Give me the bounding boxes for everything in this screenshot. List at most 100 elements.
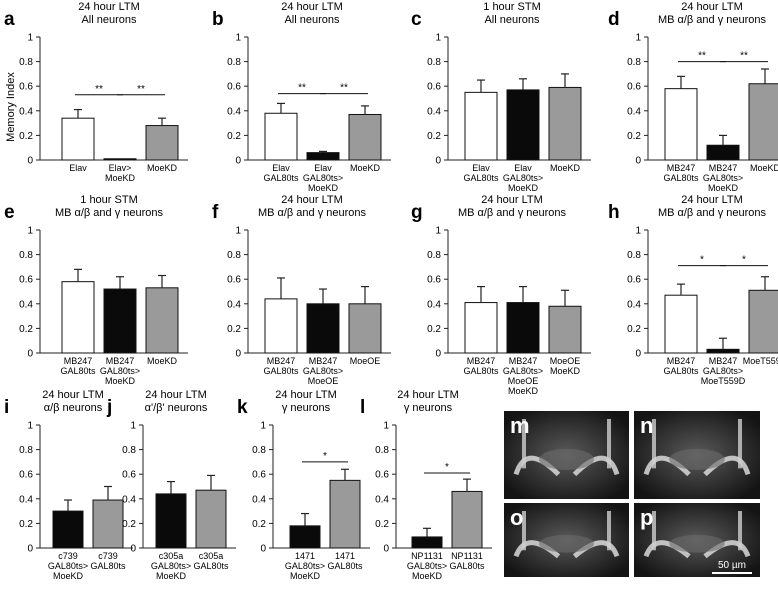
chart-title: γ neurons (282, 402, 331, 414)
significance-marker: ** (298, 83, 306, 94)
category-label: MoeKD (350, 163, 381, 173)
y-tick-label: 0 (130, 544, 136, 555)
y-tick-label: 0.8 (227, 250, 241, 261)
chart-title: 1 hour STM (80, 194, 137, 206)
y-tick-label: 0 (435, 349, 441, 360)
category-label: GAL80ts (90, 561, 126, 571)
category-label: GAL80ts (449, 561, 485, 571)
chart-title: α/β neurons (44, 402, 103, 414)
panel-label: c (411, 9, 422, 30)
chart-title: 24 hour LTM (78, 1, 140, 13)
y-tick-label: 0.4 (427, 106, 441, 117)
category-label: MoeKD (508, 183, 539, 193)
y-tick-label: 0.8 (19, 445, 33, 456)
y-tick-label: 0.6 (19, 82, 33, 93)
y-tick-label: 0.6 (627, 82, 641, 93)
category-label: MoeOE (508, 376, 539, 386)
category-label: GAL80ts> (703, 366, 743, 376)
category-label: MoeKD (156, 571, 187, 581)
category-label: GAL80ts (663, 173, 699, 183)
y-tick-label: 0.6 (19, 275, 33, 286)
category-label: Elav (514, 163, 532, 173)
y-tick-label: 0 (235, 349, 241, 360)
category-label: MB247 (667, 163, 696, 173)
y-tick-label: 0.4 (227, 299, 241, 310)
y-axis-label: Memory Index (5, 72, 17, 142)
y-tick-label: 0.8 (252, 445, 266, 456)
lobe-right (572, 455, 620, 477)
category-label: NP1131 (411, 551, 443, 561)
bar (306, 152, 340, 161)
lobe-left (513, 540, 561, 559)
y-tick-label: 1 (27, 421, 33, 432)
category-label: MoeOE (550, 356, 581, 366)
category-label: MoeKD (412, 571, 443, 581)
category-label: GAL80ts> (48, 561, 88, 571)
bar (103, 158, 137, 161)
micrograph-p: p (634, 503, 760, 577)
chart-title: All neurons (484, 14, 540, 26)
y-tick-label: 0 (383, 544, 389, 555)
micrograph-label: p (640, 505, 653, 530)
category-label: MoeKD (105, 376, 136, 386)
y-tick-label: 0.4 (252, 494, 266, 505)
category-label: GAL80ts (463, 366, 499, 376)
category-label: GAL80ts> (303, 366, 343, 376)
category-label: MB247 (709, 163, 738, 173)
category-label: MB247 (64, 356, 93, 366)
bar (264, 112, 298, 161)
y-tick-label: 0.2 (375, 519, 389, 530)
y-tick-label: 0.8 (627, 250, 641, 261)
y-tick-label: 0.2 (19, 519, 33, 530)
bar (464, 91, 498, 161)
category-label: MoeOE (308, 376, 339, 386)
panel-label: i (4, 397, 9, 418)
y-tick-label: 0.6 (627, 275, 641, 286)
chart-title: MB α/β and γ neurons (55, 207, 164, 219)
category-label: MB247 (106, 356, 135, 366)
chart-title: 24 hour LTM (681, 1, 743, 13)
category-label: MB247 (267, 356, 296, 366)
micrograph-label: m (510, 413, 530, 438)
y-tick-label: 0 (27, 349, 33, 360)
significance-marker: ** (137, 84, 145, 95)
bar (195, 489, 227, 549)
bar (289, 525, 321, 549)
y-tick-label: 0.8 (19, 250, 33, 261)
significance-marker: ** (340, 83, 348, 94)
category-label: GAL80ts> (285, 561, 325, 571)
y-tick-label: 0 (435, 156, 441, 167)
y-tick-label: 1 (383, 421, 389, 432)
category-label: 1471 (335, 551, 355, 561)
category-label: MoeKD (308, 183, 339, 193)
category-label: MoeKD (53, 571, 84, 581)
chart-title: 24 hour LTM (42, 389, 104, 401)
bar (92, 499, 124, 549)
category-label: Elav (272, 163, 290, 173)
bar (61, 117, 95, 161)
category-label: MoeKD (508, 386, 539, 396)
panel-label: h (608, 202, 620, 223)
lobe-right (703, 455, 751, 477)
bar (411, 536, 443, 549)
chart-title: 24 hour LTM (145, 389, 207, 401)
category-label: GAL80ts (263, 366, 299, 376)
micrograph-n: n (634, 411, 760, 499)
category-label: GAL80ts (663, 366, 699, 376)
y-tick-label: 1 (635, 33, 641, 44)
category-label: GAL80ts> (407, 561, 447, 571)
y-tick-label: 0.6 (227, 82, 241, 93)
y-tick-label: 0.2 (19, 131, 33, 142)
chart-title: MB α/β and γ neurons (658, 14, 767, 26)
significance-marker: ** (698, 51, 706, 62)
bar (548, 86, 582, 161)
y-tick-label: 0.6 (427, 275, 441, 286)
category-label: MoeOE (350, 356, 381, 366)
